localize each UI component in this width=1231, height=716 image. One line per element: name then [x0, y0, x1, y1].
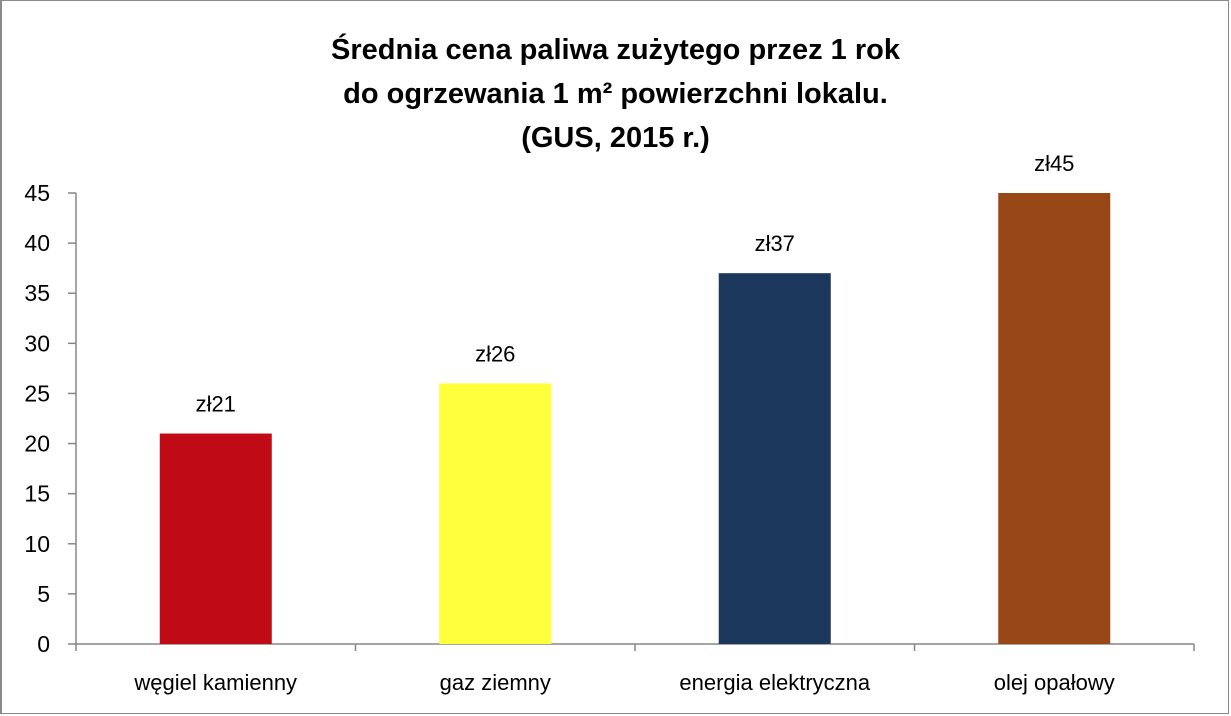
x-category-label: olej opałowy [994, 670, 1115, 695]
title-line-2: do ogrzewania 1 m² powierzchni lokalu. [343, 78, 888, 110]
data-label: zł26 [475, 341, 515, 366]
bar [439, 383, 552, 644]
y-tick-label: 40 [24, 230, 50, 256]
y-tick-label: 10 [24, 531, 50, 557]
bar [159, 433, 272, 644]
y-tick-label: 0 [37, 631, 50, 657]
y-tick-label: 15 [24, 481, 50, 507]
title-line-3: (GUS, 2015 r.) [521, 122, 710, 154]
y-tick-label: 20 [24, 431, 50, 457]
y-tick-label: 25 [24, 380, 50, 406]
x-category-label: energia elektryczna [679, 670, 871, 695]
data-label: zł37 [755, 231, 795, 256]
y-tick-label: 35 [24, 280, 50, 306]
data-label: zł21 [196, 392, 236, 417]
chart-title: Średnia cena paliwa zużytego przez 1 rok… [0, 28, 1231, 160]
title-line-1: Średnia cena paliwa zużytego przez 1 rok [331, 34, 900, 66]
bar [718, 273, 831, 644]
bar [998, 193, 1111, 644]
y-tick-label: 5 [37, 581, 50, 607]
data-label: zł45 [1034, 151, 1074, 176]
x-category-label: węgiel kamienny [133, 670, 297, 695]
y-tick-label: 45 [24, 180, 50, 206]
x-category-label: gaz ziemny [440, 670, 551, 695]
y-tick-label: 30 [24, 330, 50, 356]
